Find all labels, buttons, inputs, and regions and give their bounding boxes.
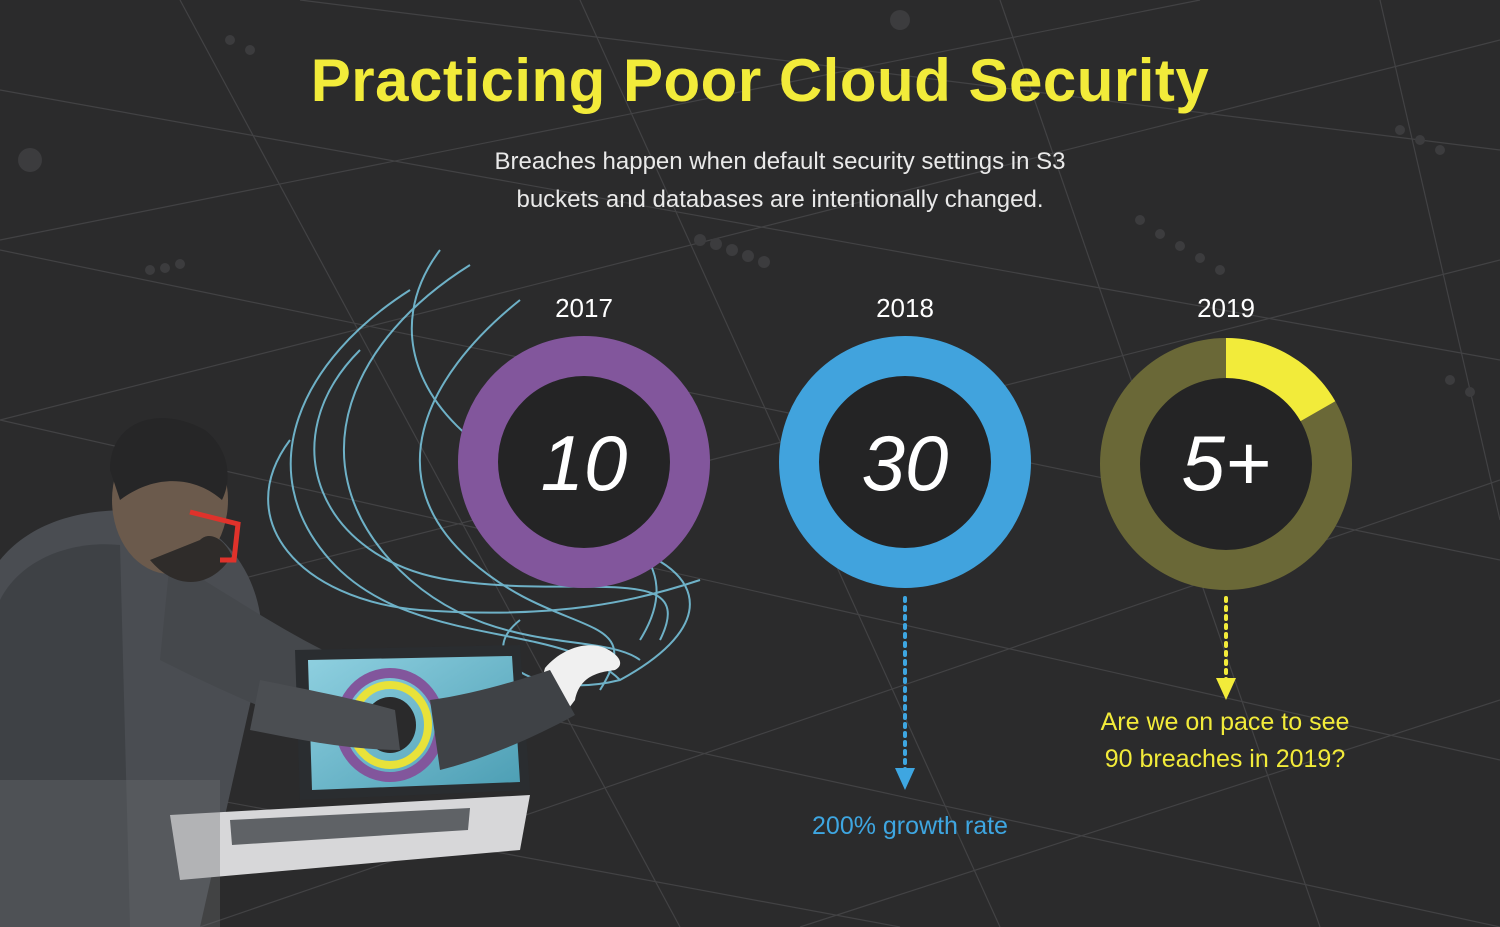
page-subtitle: Breaches happen when default security se…: [340, 143, 1220, 219]
pace-question-note: Are we on pace to see 90 breaches in 201…: [1040, 704, 1410, 778]
ring-2018-band: [779, 336, 1031, 588]
growth-arrow: [895, 596, 915, 790]
ring-2018-inner-disc: [815, 372, 995, 552]
page-title: Practicing Poor Cloud Security: [310, 47, 1210, 114]
ring-value-2018: 30: [861, 419, 949, 507]
ring-2019-progress-arc: [1225, 338, 1336, 422]
ring-value-2017: 10: [540, 419, 628, 507]
ring-2019-inner-disc: [1136, 374, 1316, 554]
ring-2017-band: [458, 336, 710, 588]
pace-note-line-2: 90 breaches in 2019?: [1104, 745, 1346, 773]
pace-arrow: [1216, 596, 1236, 700]
growth-rate-note: 200% growth rate: [812, 812, 1008, 840]
year-label-2017: 2017: [555, 293, 613, 323]
year-label-2018: 2018: [876, 293, 934, 323]
ring-2017-inner-disc: [494, 372, 674, 552]
subtitle-line-2: buckets and databases are intentionally …: [516, 186, 1044, 213]
pace-note-line-1: Are we on pace to see: [1100, 708, 1350, 736]
hacker-illustration: [0, 249, 701, 927]
ring-2019: [1100, 338, 1352, 590]
ring-value-2019: 5+: [1181, 419, 1271, 507]
year-label-2019: 2019: [1197, 293, 1255, 323]
ring-2018: [779, 336, 1031, 588]
ring-2017: [458, 336, 710, 588]
subtitle-line-1: Breaches happen when default security se…: [494, 148, 1066, 175]
decorative-dots: [18, 10, 1475, 397]
